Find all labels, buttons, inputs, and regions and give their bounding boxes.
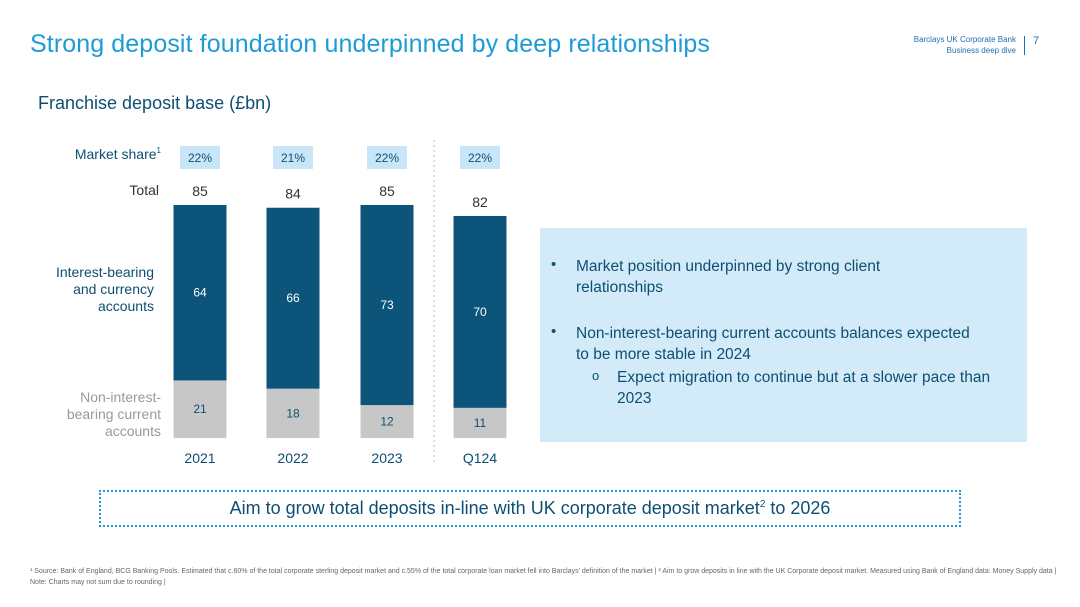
aim-text: Aim to grow total deposits in-line with … xyxy=(230,498,831,519)
callout-box xyxy=(540,228,1027,442)
chart-subtitle: Franchise deposit base (£bn) xyxy=(38,93,272,113)
market-share-badge xyxy=(180,146,220,169)
bar-interest-bearing xyxy=(360,205,414,406)
data-label-interest-bearing: 66 xyxy=(286,291,300,305)
bar-interest-bearing xyxy=(266,207,320,389)
market-share-footnote-ref: 1 xyxy=(156,146,161,155)
market-share-value: 22% xyxy=(188,151,212,165)
non-interest-bearing-label-line: Non-interest- xyxy=(80,389,161,405)
market-share-badge xyxy=(367,146,407,169)
market-share-label: Market share1 xyxy=(75,146,161,162)
data-label-interest-bearing: 64 xyxy=(193,286,207,300)
data-label-non-interest-bearing: 21 xyxy=(193,402,207,416)
market-share-badge xyxy=(460,146,500,169)
interest-bearing-label-line: and currency xyxy=(73,281,154,297)
bullet-dot-icon: • xyxy=(551,256,557,273)
brand-divider xyxy=(1024,36,1025,55)
data-label-interest-bearing: 73 xyxy=(380,298,394,312)
market-share-value: 22% xyxy=(468,151,492,165)
footnote: ¹ Source: Bank of England, BCG Banking P… xyxy=(30,568,1057,586)
total-label: Total xyxy=(129,182,159,198)
brand-section: Business deep dive xyxy=(946,46,1016,55)
brand-name: Barclays UK Corporate Bank xyxy=(913,35,1016,44)
non-interest-bearing-label-line: bearing current xyxy=(66,406,161,422)
market-share-badge xyxy=(273,146,313,169)
aim-text-main: Aim to grow total deposits in-line with … xyxy=(229,498,760,518)
bullet-dot-icon: • xyxy=(551,323,557,340)
data-label-total: 85 xyxy=(192,183,208,199)
x-tick-label: 2021 xyxy=(184,450,215,466)
bar-non-interest-bearing xyxy=(266,388,320,438)
market-share-value: 22% xyxy=(375,151,399,165)
aim-banner: Aim to grow total deposits in-line with … xyxy=(99,490,961,527)
page-title: Strong deposit foundation underpinned by… xyxy=(30,30,711,58)
x-tick-label: 2022 xyxy=(277,450,308,466)
aim-footnote-ref: 2 xyxy=(759,499,766,510)
data-label-non-interest-bearing: 11 xyxy=(474,416,487,430)
market-share-label-text: Market share xyxy=(74,146,157,162)
non-interest-bearing-label: Non-interest- bearing current accounts xyxy=(67,389,161,440)
callout-bullet-1: Market position underpinned by strong cl… xyxy=(576,258,881,296)
data-label-interest-bearing: 70 xyxy=(473,305,487,319)
sub-bullet-marker-icon: o xyxy=(592,368,600,383)
callout-bullet-2: Non-interest-bearing current accounts ba… xyxy=(576,325,970,363)
deposit-bar-chart: 21 64 85 22% 2021 18 66 84 21% 2022 12 73 85 22% 2023 1… xyxy=(173,140,507,466)
bar-non-interest-bearing xyxy=(453,407,507,438)
aim-text-end: to 2026 xyxy=(765,498,831,518)
interest-bearing-label: Interest-bearing and currency accounts xyxy=(56,264,154,315)
bar-non-interest-bearing xyxy=(173,380,227,438)
brand-block: Barclays UK Corporate Bank Business deep… xyxy=(914,34,1016,56)
callout-sub-bullet: Expect migration to continue but at a sl… xyxy=(617,369,991,407)
data-label-non-interest-bearing: 12 xyxy=(380,415,394,429)
interest-bearing-label-line: accounts xyxy=(97,298,154,314)
data-label-total: 82 xyxy=(472,194,488,210)
data-label-total: 84 xyxy=(285,186,301,202)
bar-non-interest-bearing xyxy=(360,405,414,438)
data-label-non-interest-bearing: 18 xyxy=(286,406,300,420)
market-share-value: 21% xyxy=(281,151,305,165)
x-tick-label: Q124 xyxy=(463,450,497,466)
interest-bearing-label-line: Interest-bearing xyxy=(55,264,154,280)
page-number: 7 xyxy=(1033,35,1040,47)
x-tick-label: 2023 xyxy=(371,450,402,466)
bar-interest-bearing xyxy=(453,215,507,408)
bar-interest-bearing xyxy=(173,205,227,381)
data-label-total: 85 xyxy=(379,183,395,199)
non-interest-bearing-label-line: accounts xyxy=(104,423,161,439)
